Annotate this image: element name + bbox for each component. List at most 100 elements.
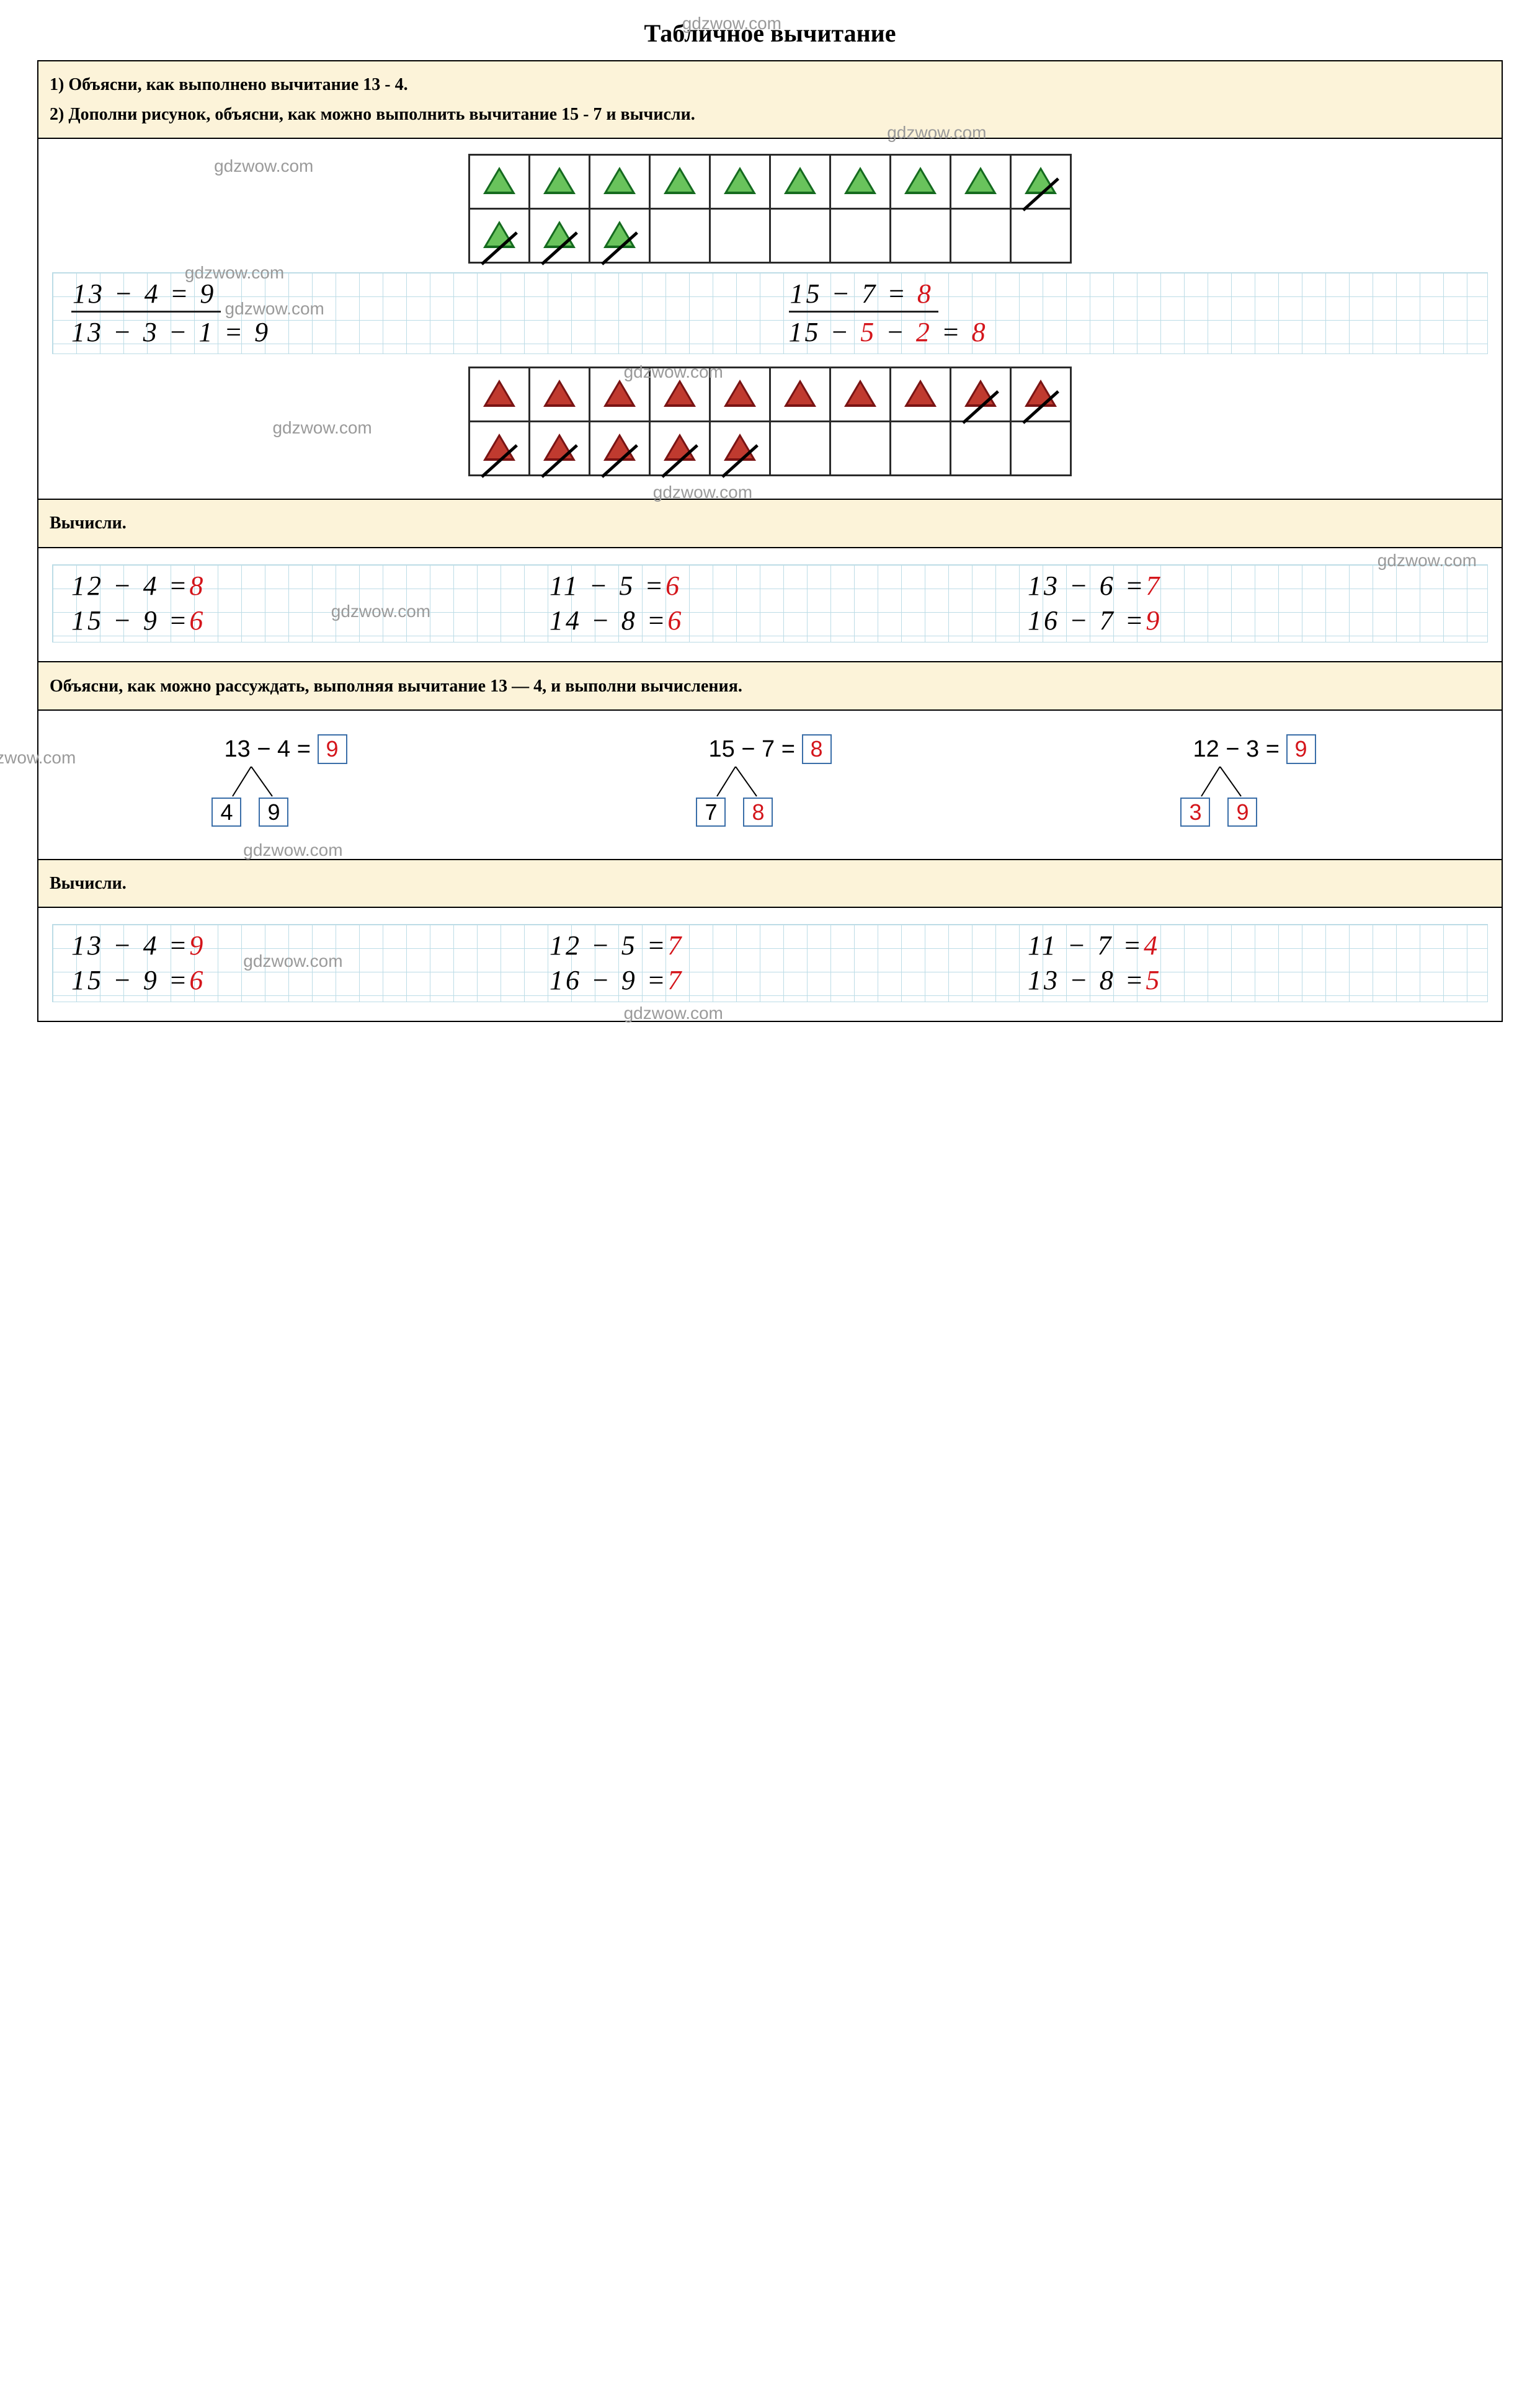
- eq-13-3-1: 13 − 3 − 1 = 9: [71, 316, 752, 348]
- triangle-cell: [470, 368, 530, 422]
- watermark: gdzwow.com: [243, 840, 342, 860]
- calc-equation: 16 − 7 =9: [1028, 605, 1469, 636]
- triangle-cell: [650, 209, 710, 263]
- decomp-equation: 13 − 4 = 9: [224, 734, 347, 763]
- equation-lhs: 11 − 7 =: [1028, 930, 1144, 961]
- triangle-cell: [530, 368, 590, 422]
- decomp-leaf: 4: [211, 798, 241, 827]
- equation-lhs: 11 − 5 =: [550, 571, 665, 601]
- equation-lhs: 13 − 6 =: [1028, 571, 1146, 601]
- decomp-leaf: 9: [1227, 798, 1257, 827]
- decomp-lhs: 12 − 3 =: [1193, 736, 1286, 762]
- decomp-leaf: 3: [1180, 798, 1210, 827]
- task1-header: 1) Объясни, как выполнено вычитание 13 -…: [38, 61, 1502, 139]
- calc-equation: 11 − 7 =4: [1028, 930, 1469, 961]
- triangle-cell: [770, 422, 830, 476]
- decomp-equation: 12 − 3 = 9: [1193, 734, 1315, 763]
- green-triangle-icon: [483, 167, 515, 197]
- triangle-cell: [1011, 209, 1071, 263]
- triangle-cell: [530, 422, 590, 476]
- decomp-branches: [1193, 767, 1315, 798]
- red-triangle-icon: [603, 433, 636, 464]
- decomp-leaf: 7: [696, 798, 726, 827]
- equation-grid-1: gdzwow.com 13 − 4 = 9 15 − 7 = 8 13 − 3 …: [52, 272, 1488, 354]
- triangle-cell: [891, 209, 951, 263]
- calc-equation: 12 − 5 =7: [550, 930, 990, 961]
- equation-lhs: 13 − 4 =: [71, 930, 189, 961]
- triangle-cell: [590, 368, 650, 422]
- equation-answer: 7: [667, 930, 683, 961]
- task4-header: Вычисли.: [38, 860, 1502, 909]
- green-triangle-icon: [543, 221, 576, 251]
- red-triangle-icon: [724, 380, 756, 410]
- green-triangle-icon: [664, 167, 696, 197]
- decomp-branches: [224, 767, 347, 798]
- triangle-cell: [1011, 155, 1071, 209]
- decomp-equation: 15 − 7 = 8: [708, 734, 831, 763]
- triangle-cell: [1011, 422, 1071, 476]
- equation-lhs: 13 − 8 =: [1028, 965, 1146, 995]
- triangle-cell: [590, 155, 650, 209]
- triangle-cell: [770, 368, 830, 422]
- eq-answer: 8: [917, 278, 933, 309]
- calc-equation: 13 − 8 =5: [1028, 964, 1469, 996]
- red-triangle-table: [468, 367, 1072, 476]
- decomposition-item: 15 − 7 = 878: [708, 734, 831, 826]
- eq-text: 13 − 4 = 9: [71, 278, 221, 313]
- triangle-cell: [891, 422, 951, 476]
- decomp-answer-box: 8: [802, 734, 832, 763]
- triangle-cell: [891, 368, 951, 422]
- eq-text: 15 − 7 =: [790, 278, 908, 309]
- equation-answer: 9: [1146, 605, 1162, 636]
- triangle-cell: [650, 422, 710, 476]
- eq-13-4: 13 − 4 = 9: [71, 278, 752, 313]
- equation-lhs: 15 − 9 =: [71, 605, 189, 636]
- equation-lhs: 16 − 9 =: [550, 965, 667, 995]
- red-triangle-icon: [483, 433, 515, 464]
- green-triangle-icon: [784, 167, 816, 197]
- equation-answer: 4: [1144, 930, 1160, 961]
- triangle-cell: [891, 155, 951, 209]
- calc-equation: 15 − 9 =6: [71, 605, 512, 636]
- red-triangle-icon: [1025, 380, 1057, 410]
- calc-equation: 13 − 4 =9: [71, 930, 512, 961]
- eq-part: 8: [972, 317, 988, 347]
- triangle-cell: [530, 209, 590, 263]
- task3-text: Объясни, как можно рассуждать, выполняя …: [50, 677, 742, 696]
- red-triangle-icon: [724, 433, 756, 464]
- green-triangle-icon: [603, 167, 636, 197]
- page: gdzwow.com Табличное вычитание 1) Объясн…: [37, 19, 1503, 1022]
- red-triangle-icon: [964, 380, 997, 410]
- equation-answer: 7: [667, 965, 683, 995]
- block1-content: gdzwow.com gdzwow.com gdzwow.com gdzwow.…: [38, 139, 1502, 500]
- equation-answer: 6: [665, 571, 682, 601]
- task2-header: Вычисли.: [38, 500, 1502, 548]
- triangle-cell: [951, 155, 1011, 209]
- equation-lhs: 12 − 5 =: [550, 930, 667, 961]
- green-triangle-icon: [543, 167, 576, 197]
- calc-equation: 12 − 4 =8: [71, 570, 512, 602]
- triangle-cell: [951, 209, 1011, 263]
- green-triangle-icon: [724, 167, 756, 197]
- green-triangle-icon: [603, 221, 636, 251]
- block3-content: gdzwow.com 13 − 4 = 94915 − 7 = 87812 − …: [38, 711, 1502, 860]
- decomp-leaves: 39: [1180, 798, 1315, 827]
- worksheet-container: 1) Объясни, как выполнено вычитание 13 -…: [37, 60, 1503, 1022]
- triangle-cell: [830, 422, 891, 476]
- red-triangle-icon: [603, 380, 636, 410]
- triangle-cell: [470, 422, 530, 476]
- green-triangle-icon: [964, 167, 997, 197]
- triangle-cell: [470, 155, 530, 209]
- green-triangle-table: [468, 154, 1072, 264]
- green-triangle-icon: [844, 167, 876, 197]
- triangle-cell: [951, 422, 1011, 476]
- equation-lhs: 15 − 9 =: [71, 965, 189, 995]
- eq-15-7: 15 − 7 = 8: [789, 278, 1469, 313]
- calc-equation: 14 − 8 =6: [550, 605, 990, 636]
- green-triangle-icon: [904, 167, 937, 197]
- task3-header: Объясни, как можно рассуждать, выполняя …: [38, 662, 1502, 711]
- triangle-cell: [770, 209, 830, 263]
- triangle-cell: [590, 422, 650, 476]
- red-triangle-icon: [664, 433, 696, 464]
- calc-equation: 16 − 9 =7: [550, 964, 990, 996]
